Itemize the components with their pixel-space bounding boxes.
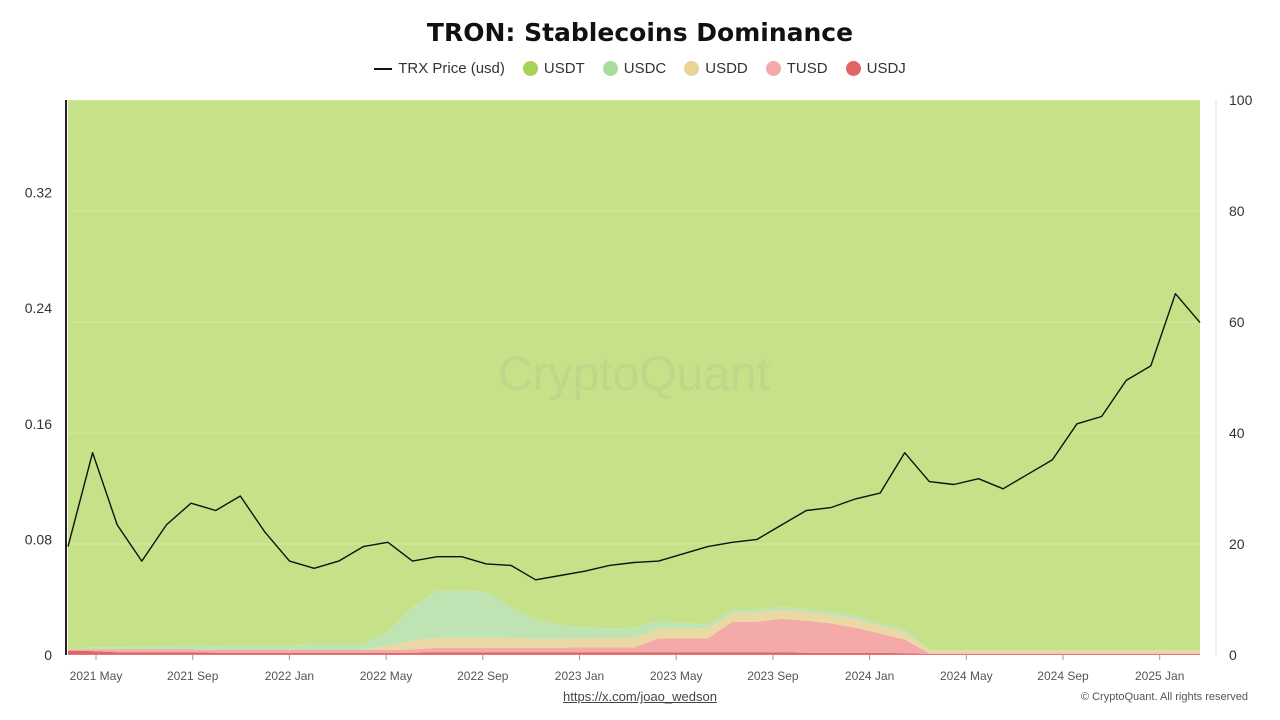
- legend-item[interactable]: USDC: [602, 60, 667, 77]
- legend-line-icon: [374, 67, 393, 70]
- legend: TRX Price (usd) USDT USDC USDD TUSD USDJ: [0, 60, 1280, 77]
- chart-title: TRON: Stablecoins Dominance: [426, 18, 854, 47]
- legend-item[interactable]: TUSD: [765, 60, 828, 77]
- legend-dot-icon: [602, 61, 618, 76]
- x-tick-label: 2024 Sep: [1037, 669, 1089, 683]
- legend-dot-icon: [522, 61, 538, 76]
- legend-label: USDJ: [866, 60, 906, 77]
- y-right-tick-label: 80: [1229, 203, 1245, 219]
- x-tick-label: 2023 May: [650, 669, 703, 683]
- y-right-tick-label: 0: [1229, 647, 1237, 663]
- legend-label: USDT: [543, 60, 585, 77]
- trx-price-line: [67, 293, 1201, 581]
- x-tick-label: 2025 Jan: [1135, 669, 1184, 683]
- x-tick-label: 2024 May: [940, 669, 993, 683]
- legend-dot-icon: [845, 61, 861, 76]
- y-right-tick-label: 20: [1229, 536, 1245, 552]
- x-tick-label: 2021 May: [70, 669, 123, 683]
- legend-label: TRX Price (usd): [398, 60, 505, 77]
- y-right-tick-label: 100: [1229, 92, 1253, 108]
- legend-label: USDC: [623, 60, 667, 77]
- y-left-tick-label: 0.16: [25, 416, 52, 432]
- x-tick-label: 2021 Sep: [167, 669, 219, 683]
- area-usdt: [68, 100, 1200, 650]
- legend-dot-icon: [684, 61, 700, 76]
- area-usdd: [68, 610, 1200, 654]
- x-tick-label: 2022 Jan: [265, 669, 314, 683]
- legend-item[interactable]: TRX Price (usd): [374, 60, 505, 77]
- x-tick-label: 2023 Jan: [555, 669, 604, 683]
- legend-item[interactable]: USDJ: [845, 60, 906, 77]
- y-left-tick-label: 0.08: [25, 531, 52, 547]
- x-tick-label: 2023 Sep: [747, 669, 799, 683]
- watermark-text: CryptoQuant: [498, 348, 770, 401]
- legend-item[interactable]: USDT: [522, 60, 585, 77]
- copyright-text: © CryptoQuant. All rights reserved: [1080, 691, 1248, 703]
- y-right-tick-label: 60: [1229, 314, 1245, 330]
- x-tick-label: 2024 Jan: [845, 669, 894, 683]
- x-tick-label: 2022 Sep: [457, 669, 509, 683]
- y-left-tick-label: 0.32: [25, 185, 52, 201]
- area-tusd: [68, 618, 1200, 654]
- author-link[interactable]: https://x.com/joao_wedson: [563, 689, 717, 704]
- legend-label: TUSD: [786, 60, 828, 77]
- area-usdj: [68, 650, 1200, 655]
- legend-item[interactable]: USDD: [684, 60, 748, 77]
- y-left-tick-label: 0: [44, 647, 52, 663]
- y-left-tick-label: 0.24: [25, 300, 52, 316]
- legend-label: USDD: [705, 60, 748, 77]
- x-tick-label: 2022 May: [360, 669, 413, 683]
- legend-dot-icon: [765, 61, 781, 76]
- y-right-tick-label: 40: [1229, 425, 1245, 441]
